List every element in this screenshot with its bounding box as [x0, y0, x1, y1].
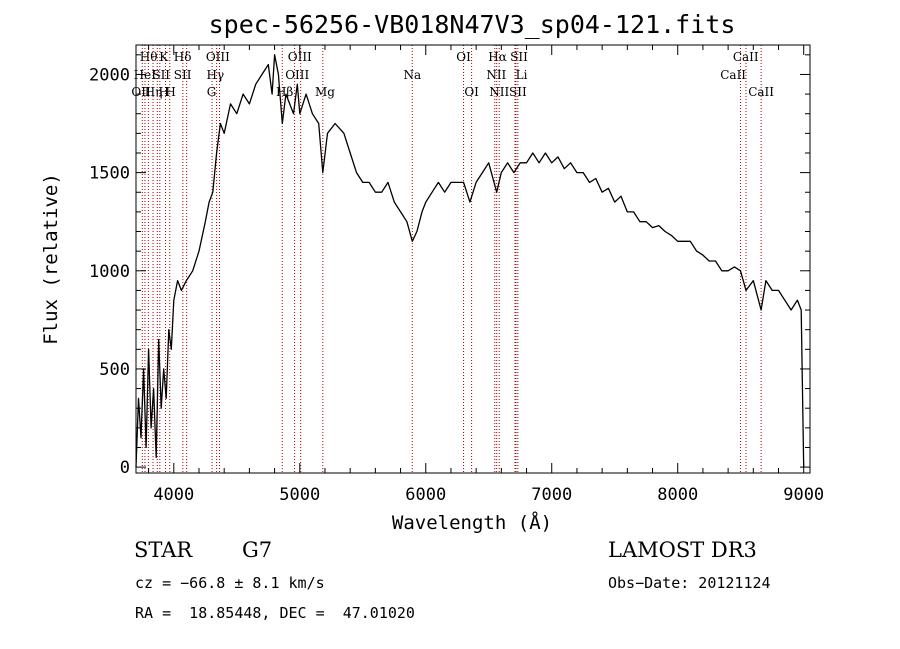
spectral-line-label: Hδ	[174, 50, 192, 64]
x-tick-label: 4000	[153, 485, 194, 505]
y-tick-label: 1000	[89, 262, 130, 282]
line-labels: Hθ OII HeI Hη SII H K H Hδ SII G Hγ OIII Hβ OIII OIII Mg…	[131, 50, 774, 99]
spectral-line-label: OI	[456, 50, 471, 64]
spectral-line-label: NII	[489, 85, 509, 99]
x-axis-label: Wavelength (Å)	[392, 511, 552, 534]
x-tick-label: 7000	[531, 485, 572, 505]
y-tick-label: 1500	[89, 164, 130, 184]
spectral-line-label: OII	[131, 85, 151, 99]
axis-ticks: 4000 5000 6000 7000 8000 9000 0 500 1000 1500 2000	[89, 45, 824, 505]
spectral-line-label: Hθ	[140, 50, 158, 64]
spectral-line-label: OIII	[206, 50, 230, 64]
spectral-line-label: Hβ	[276, 85, 293, 99]
ra-dec: RA = 18.85448, DEC = 47.01020	[135, 604, 415, 622]
spectral-line-label: Hα	[488, 50, 507, 64]
spectral-line-label: SII	[174, 68, 192, 82]
spectral-line-label: SII	[152, 68, 170, 82]
x-tick-label: 9000	[783, 485, 824, 505]
x-tick-label: 5000	[279, 485, 320, 505]
y-tick-label: 500	[99, 360, 130, 380]
spectral-line-label: G	[207, 85, 217, 99]
spectral-line-label: K	[159, 50, 169, 64]
spectral-line-markers	[141, 45, 762, 473]
spectral-line-label: SII	[510, 50, 528, 64]
redshift-cz: cz = −66.8 ± 8.1 km/s	[135, 574, 325, 592]
object-class: STAR	[134, 538, 193, 562]
flux-series-line	[135, 54, 805, 468]
spectral-line-label: CaII	[720, 68, 746, 82]
chart-title: spec-56256-VB018N47V3_sp04-121.fits	[209, 10, 736, 39]
spectral-line-label: H	[165, 85, 175, 99]
spectral-line-label: Mg	[315, 85, 335, 99]
x-tick-label: 6000	[405, 485, 446, 505]
y-tick-label: 0	[120, 458, 130, 478]
spectral-line-label: Li	[516, 68, 528, 82]
spectral-line-label: Na	[403, 68, 421, 82]
spectral-line-label: Hη	[145, 85, 163, 99]
flux-series	[135, 54, 805, 468]
spectral-line-label: SII	[509, 85, 527, 99]
spectral-line-label: OI	[464, 85, 479, 99]
y-axis-label: Flux (relative)	[40, 173, 62, 345]
x-tick-label: 8000	[657, 485, 698, 505]
y-tick-label: 2000	[89, 65, 130, 85]
spectral-line-label: CaII	[748, 85, 774, 99]
spectral-line-label: CaII	[733, 50, 759, 64]
spectral-line-label: NII	[486, 68, 506, 82]
spectral-line-label: HeI	[134, 68, 157, 82]
survey-name: LAMOST DR3	[608, 538, 757, 562]
observation-date: Obs−Date: 20121124	[608, 574, 771, 592]
spectral-line-label: H	[158, 85, 168, 99]
spectral-line-label: OIII	[285, 68, 309, 82]
spectral-line-label: OIII	[288, 50, 312, 64]
plot-frame	[135, 44, 811, 474]
object-subclass: G7	[242, 538, 273, 562]
spectral-line-label: Hγ	[207, 68, 225, 82]
